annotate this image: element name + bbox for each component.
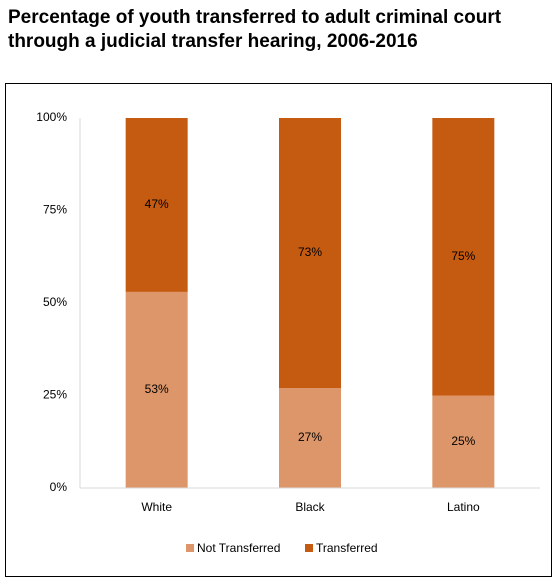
bar-segment xyxy=(279,388,341,488)
data-label: 27% xyxy=(298,430,322,444)
y-tick-label: 25% xyxy=(43,388,67,402)
y-tick-label: 75% xyxy=(43,203,67,217)
data-label: 47% xyxy=(145,197,169,211)
bar-segment xyxy=(125,118,188,292)
x-tick-label: Latino xyxy=(447,500,480,514)
data-label: 73% xyxy=(298,245,322,259)
legend-swatch xyxy=(186,544,194,552)
y-tick-label: 100% xyxy=(36,110,67,124)
chart-title: Percentage of youth transferred to adult… xyxy=(8,7,502,52)
bar-segment xyxy=(125,291,188,488)
chart-frame xyxy=(5,83,552,577)
legend-label: Transferred xyxy=(316,541,378,555)
bar-segment xyxy=(279,118,341,389)
bar-segment xyxy=(432,395,495,488)
y-tick-label: 0% xyxy=(50,480,68,494)
bar-segment xyxy=(432,118,495,396)
x-tick-label: Black xyxy=(295,500,325,514)
legend-swatch xyxy=(305,544,313,552)
data-label: 75% xyxy=(451,249,475,263)
x-tick-label: White xyxy=(141,500,172,514)
y-tick-label: 50% xyxy=(43,295,67,309)
data-label: 25% xyxy=(451,434,475,448)
legend-label: Not Transferred xyxy=(197,541,280,555)
data-label: 53% xyxy=(145,382,169,396)
